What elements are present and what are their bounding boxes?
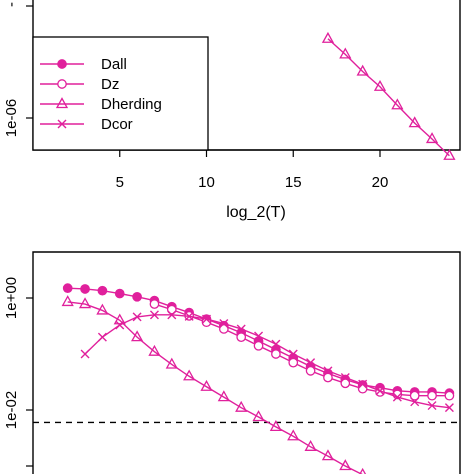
legend-marker-1 [57,79,67,89]
top-x-axis-label: log_2(T) [226,204,286,221]
top-x-tick-label-0: 5 [116,174,124,191]
bottom-y-tick-label-0: 1e+00 [3,277,20,319]
legend-label-1: Dz [101,76,119,93]
series-bottom-1-point-1 [166,304,177,315]
legend-label-2: Dherding [101,96,162,113]
series-bottom-2-point-15 [321,449,335,461]
bottom-series-group [61,283,455,474]
series-bottom-3-point-14 [323,366,333,376]
top-y-tick-label-0: 1e-06 [3,99,20,137]
series-bottom-2-point-14 [304,439,317,451]
series-bottom-2-point-0 [61,295,74,307]
series-bottom-2-point-3 [113,313,126,325]
series-bottom-1-point-8 [288,357,299,368]
bottom-y-tick-label-1: 1e-02 [3,391,20,429]
legend: Dall Dz Dherding Dcor [32,36,209,151]
legend-box [32,36,209,151]
series-bottom-1-point-4 [219,324,229,334]
legend-label-3: Dcor [101,116,133,133]
series-top-2-point-1 [339,47,352,59]
series-bottom-3-point-11 [271,339,281,349]
series-top-2-point-3 [373,79,387,91]
series-bottom-2-point-16 [339,459,352,471]
series-bottom-3-point-7 [202,314,211,324]
series-line-top-2 [327,38,450,157]
series-bottom-2-point-4 [130,330,144,342]
series-bottom-1-point-0 [149,299,160,309]
series-bottom-3-point-1 [97,332,107,342]
series-bottom-1-point-5 [236,332,247,342]
legend-marker-3 [57,119,67,129]
legend-marker-0 [57,59,67,69]
series-top-2-point-7 [443,148,456,160]
top-x-ticks: 5 10 15 20 [116,150,389,191]
series-bottom-0-point-3 [114,288,125,299]
series-bottom-2-point-11 [252,410,265,422]
series-bottom-1-point-15 [409,390,420,401]
bottom-y-ticks: 1e+00 1e-02 [3,277,33,467]
series-bottom-3-point-16 [358,379,368,389]
series-bottom-0-point-2 [97,285,108,296]
series-bottom-1-point-17 [444,390,455,401]
top-x-tick-label-3: 20 [372,174,389,191]
series-top-2-point-0 [321,31,335,43]
series-bottom-3-point-21 [444,403,454,413]
series-line-bottom-3 [84,314,450,409]
series-bottom-0-point-4 [132,291,142,302]
series-bottom-3-point-12 [288,349,298,359]
series-bottom-1-point-6 [253,340,264,351]
series-bottom-3-point-17 [375,386,385,396]
series-bottom-2-point-12 [269,420,283,432]
series-bottom-2-point-8 [200,379,213,391]
series-bottom-3-point-0 [80,349,90,359]
series-bottom-3-point-8 [219,319,229,329]
series-bottom-1-point-16 [427,390,437,401]
series-bottom-2-point-13 [287,429,300,441]
series-bottom-3-point-5 [167,310,177,320]
series-bottom-1-point-10 [323,372,333,383]
bottom-panel-frame [32,251,461,474]
series-bottom-3-point-9 [236,324,246,334]
series-bottom-0-point-0 [62,283,73,293]
series-bottom-3-point-3 [132,312,142,322]
series-bottom-2-point-5 [148,344,161,356]
series-bottom-2-point-10 [235,400,248,412]
legend-label-0: Dall [101,56,127,73]
series-bottom-3-point-10 [254,331,264,341]
legend-marker-2 [55,97,69,109]
top-y-tick-label-1: - [3,2,20,7]
series-bottom-2-point-2 [96,303,109,315]
series-bottom-2-point-9 [217,390,230,402]
series-bottom-3-point-4 [149,310,159,320]
series-top-2-point-4 [391,98,404,110]
series-bottom-3-point-19 [410,397,420,407]
series-bottom-3-point-2 [115,320,125,330]
series-top-2-point-2 [356,64,369,76]
top-x-tick-label-2: 15 [285,174,302,191]
series-bottom-2-point-7 [183,369,196,381]
series-bottom-3-point-6 [184,311,194,321]
series-bottom-1-point-11 [340,378,351,389]
top-x-tick-label-1: 10 [198,174,215,191]
series-top-2-point-6 [425,132,439,144]
series-top-2-point-5 [408,116,421,128]
series-bottom-1-point-9 [305,366,316,376]
series-bottom-3-point-15 [340,373,350,383]
series-bottom-0-point-1 [80,284,90,294]
series-bottom-2-point-6 [165,357,178,369]
top-y-ticks: 1e-06 - [3,2,33,137]
series-bottom-3-point-13 [306,358,316,368]
series-bottom-3-point-20 [427,401,437,411]
series-bottom-2-point-1 [78,297,92,309]
series-bottom-3-point-18 [392,392,402,402]
series-bottom-1-point-7 [271,349,281,359]
top-series-group [321,31,456,160]
